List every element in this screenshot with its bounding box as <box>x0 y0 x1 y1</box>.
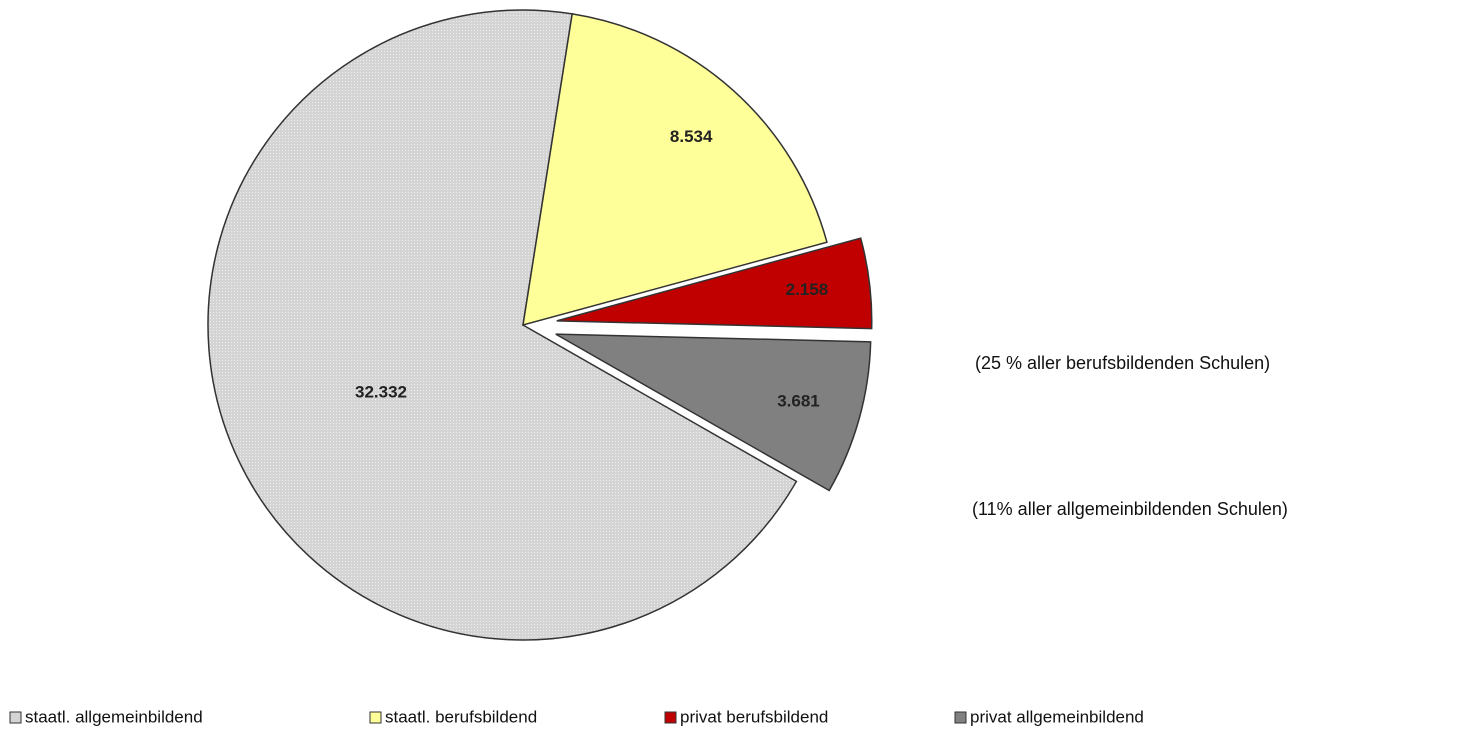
legend-swatch <box>954 711 967 724</box>
pie-slice <box>556 237 873 330</box>
value-label: 32.332 <box>355 383 407 402</box>
legend-label: privat allgemeinbildend <box>970 707 1144 726</box>
legend-label: staatl. berufsbildend <box>385 707 537 726</box>
legend-label: privat berufsbildend <box>680 707 828 726</box>
annotation: (11% aller allgemeinbildenden Schulen) <box>972 499 1288 519</box>
annotation: (25 % aller berufsbildenden Schulen) <box>975 353 1270 373</box>
value-label: 2.158 <box>786 280 829 299</box>
legend-swatch <box>9 711 22 724</box>
value-label: 3.681 <box>777 391 820 410</box>
pie-slice <box>555 333 872 492</box>
legend-label: staatl. allgemeinbildend <box>25 707 203 726</box>
pie-slice <box>522 13 828 327</box>
legend-swatch <box>664 711 677 724</box>
legend-swatch <box>369 711 382 724</box>
value-label: 8.534 <box>670 127 713 146</box>
pie-slice <box>207 9 798 641</box>
